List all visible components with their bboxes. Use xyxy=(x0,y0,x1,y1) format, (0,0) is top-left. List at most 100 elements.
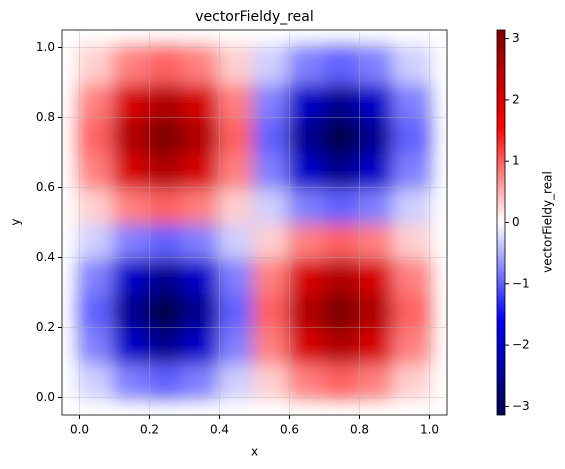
cell xyxy=(357,150,397,190)
cell xyxy=(357,360,397,400)
x-tick-label: 1.0 xyxy=(420,423,439,437)
cell xyxy=(182,115,222,155)
cell xyxy=(182,360,222,400)
cell xyxy=(112,255,152,295)
cell xyxy=(287,255,327,295)
cell xyxy=(77,360,117,400)
cell xyxy=(147,290,187,330)
cell xyxy=(392,325,432,365)
axes-frame xyxy=(61,29,448,416)
cell xyxy=(112,325,152,365)
cell xyxy=(217,185,257,225)
cell xyxy=(147,115,187,155)
cell xyxy=(217,220,257,260)
y-tick-label: 0.8 xyxy=(36,110,55,124)
cell xyxy=(287,360,327,400)
colorbar-tick-label: 0 xyxy=(512,215,520,229)
cell xyxy=(147,185,187,225)
cell xyxy=(322,325,362,365)
cell xyxy=(252,45,292,85)
cell xyxy=(357,80,397,120)
cell xyxy=(252,220,292,260)
cell xyxy=(287,80,327,120)
cell xyxy=(112,360,152,400)
colorbar xyxy=(496,29,506,416)
field xyxy=(77,45,432,400)
cell xyxy=(322,45,362,85)
cell xyxy=(252,185,292,225)
cell xyxy=(252,360,292,400)
x-tick-label: 0.2 xyxy=(140,423,159,437)
cell xyxy=(392,185,432,225)
cell xyxy=(112,290,152,330)
y-tick-label: 0.2 xyxy=(36,320,55,334)
cell xyxy=(112,150,152,190)
cell xyxy=(77,255,117,295)
cell xyxy=(252,325,292,365)
cell xyxy=(112,80,152,120)
cell xyxy=(77,185,117,225)
cell xyxy=(287,290,327,330)
cell xyxy=(182,220,222,260)
cell xyxy=(357,325,397,365)
cell xyxy=(357,220,397,260)
cell xyxy=(77,325,117,365)
cell xyxy=(357,290,397,330)
cell xyxy=(147,45,187,85)
cell xyxy=(182,255,222,295)
cell xyxy=(392,80,432,120)
cell xyxy=(322,115,362,155)
cell xyxy=(112,220,152,260)
cell xyxy=(322,150,362,190)
cell xyxy=(322,290,362,330)
cell xyxy=(322,360,362,400)
cell xyxy=(287,220,327,260)
cell xyxy=(322,80,362,120)
cell xyxy=(182,290,222,330)
cell xyxy=(217,80,257,120)
cell xyxy=(77,150,117,190)
cell xyxy=(147,150,187,190)
colorbar-tick-label: −2 xyxy=(512,338,530,352)
cell xyxy=(182,185,222,225)
cell xyxy=(357,255,397,295)
cell xyxy=(252,115,292,155)
colorbar-label: vectorFieldy_real xyxy=(541,171,555,273)
cell xyxy=(392,360,432,400)
cell xyxy=(217,150,257,190)
y-tick-label: 1.0 xyxy=(36,40,55,54)
cell xyxy=(77,80,117,120)
cell xyxy=(217,325,257,365)
colorbar-tick-label: 1 xyxy=(512,154,520,168)
cell xyxy=(147,220,187,260)
cell xyxy=(217,255,257,295)
x-tick-label: 0.4 xyxy=(210,423,229,437)
y-tick-label: 0.6 xyxy=(36,180,55,194)
x-tick-label: 0.6 xyxy=(280,423,299,437)
cell xyxy=(252,80,292,120)
cell xyxy=(77,45,117,85)
cell xyxy=(392,45,432,85)
cell xyxy=(322,220,362,260)
cell xyxy=(322,185,362,225)
colorbar-tick-label: 2 xyxy=(512,92,520,106)
cell xyxy=(287,325,327,365)
cell xyxy=(287,150,327,190)
cell xyxy=(217,360,257,400)
cell xyxy=(392,115,432,155)
cell xyxy=(217,45,257,85)
cell xyxy=(287,115,327,155)
cell xyxy=(392,220,432,260)
cell xyxy=(77,115,117,155)
cell xyxy=(252,150,292,190)
cell xyxy=(287,185,327,225)
cell xyxy=(287,45,327,85)
cell xyxy=(217,290,257,330)
cell xyxy=(357,185,397,225)
cell xyxy=(392,290,432,330)
cell xyxy=(392,150,432,190)
x-tick-label: 0.0 xyxy=(70,423,89,437)
cell xyxy=(112,45,152,85)
cell xyxy=(182,325,222,365)
